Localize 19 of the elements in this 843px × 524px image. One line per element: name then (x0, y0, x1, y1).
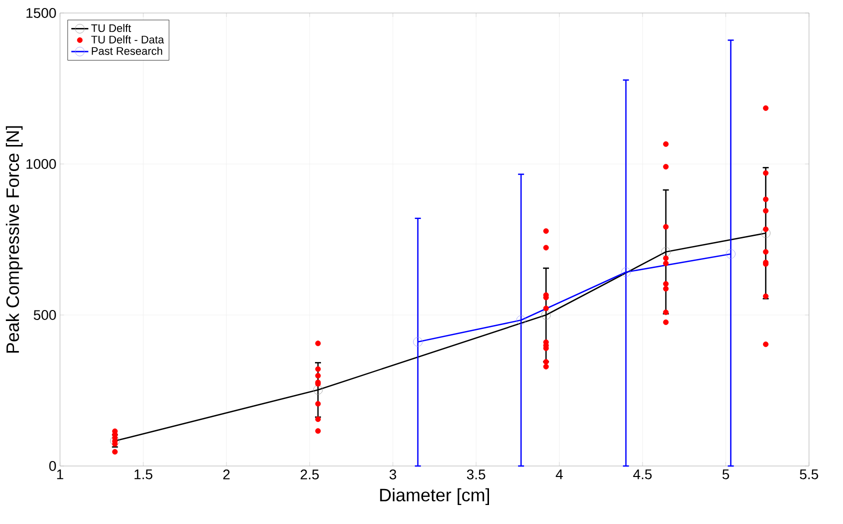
y-tick-label: 1500 (26, 8, 56, 18)
x-tick-label: 1.5 (134, 470, 152, 480)
y-axis-title: Peak Compressive Force [N] (6, 126, 23, 353)
legend-label: TU Delft (91, 24, 132, 32)
x-tick-label: 2.5 (300, 470, 319, 480)
x-tick-label: 4.5 (633, 470, 652, 480)
y-tick-label: 500 (34, 310, 56, 320)
legend-label: Past Research (92, 46, 162, 55)
x-tick-label: 5 (722, 470, 730, 480)
x-tick-label: 5.5 (800, 470, 818, 480)
x-tick-label: 3 (390, 470, 396, 480)
x-tick-label: 4 (556, 470, 563, 480)
y-tick-label: 1000 (26, 159, 56, 169)
legend-label: TU Delft - Data (91, 35, 164, 44)
y-tick-label: 0 (49, 461, 56, 471)
x-tick-label: 1 (57, 470, 64, 480)
x-tick-label: 3.5 (466, 470, 486, 480)
x-axis-title: Diameter [cm] (380, 488, 489, 505)
x-tick-label: 2 (223, 470, 230, 480)
